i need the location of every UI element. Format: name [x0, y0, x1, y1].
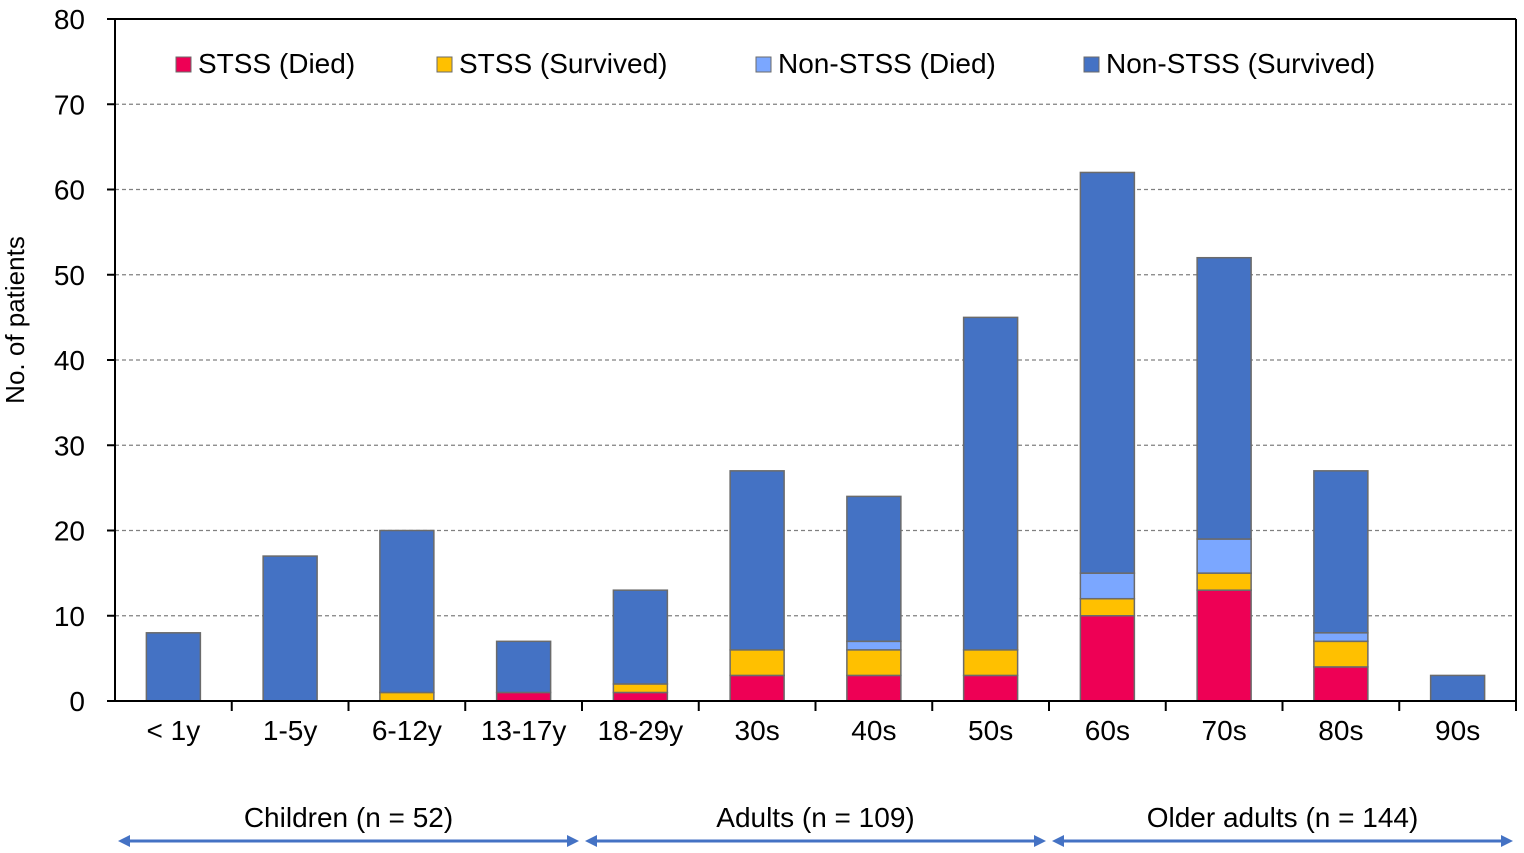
axes [107, 18, 1517, 711]
bar-segment [1429, 674, 1486, 702]
legend-item: Non-STSS (Died) [755, 48, 996, 79]
bar-segment [1313, 640, 1369, 668]
bar-segment [495, 691, 552, 702]
bar-segment [1313, 632, 1369, 643]
bar-segment [846, 674, 902, 702]
bar-segment [612, 683, 669, 694]
bar-segment [1079, 572, 1136, 600]
x-tick-label: 40s [851, 715, 896, 746]
legend: STSS (Died) STSS (Survived) Non-STSS (Died… [175, 48, 1375, 79]
bar-segment [729, 649, 785, 677]
arrow-head-left-icon [118, 835, 130, 847]
x-tick-label: 80s [1318, 715, 1363, 746]
bar-segment [962, 649, 1019, 677]
x-tick-label: 1-5y [263, 715, 317, 746]
bar-segment [145, 632, 202, 702]
y-tick-label: 0 [69, 686, 85, 717]
bar-segment [1079, 597, 1136, 617]
bar-segment [262, 555, 318, 702]
y-tick-labels: 0 10 20 30 40 50 60 70 80 [54, 4, 85, 717]
x-tick-label: 60s [1085, 715, 1130, 746]
y-tick-label: 50 [54, 260, 85, 291]
x-tick-label: < 1y [147, 715, 201, 746]
bar-segment [1196, 538, 1252, 574]
age-group: Adults (n = 109) [585, 802, 1046, 847]
bar-segment [962, 316, 1019, 651]
age-group: Older adults (n = 144) [1052, 802, 1513, 847]
bars [145, 171, 1486, 702]
bar-segment [1196, 589, 1252, 702]
y-tick-label: 20 [54, 516, 85, 547]
x-tick-label: 18-29y [598, 715, 684, 746]
bar-segment [495, 640, 552, 694]
group-label: Children (n = 52) [244, 802, 453, 833]
bar-segment [729, 470, 785, 651]
legend-label: Non-STSS (Died) [778, 48, 996, 79]
bar-segment [1079, 171, 1136, 574]
gridlines [115, 18, 1516, 617]
x-tick-label: 50s [968, 715, 1013, 746]
bar-segment [846, 640, 902, 651]
arrow-head-left-icon [585, 835, 597, 847]
y-tick-label: 60 [54, 175, 85, 206]
legend-swatch [175, 56, 192, 73]
y-tick-label: 30 [54, 430, 85, 461]
arrow-head-right-icon [1034, 835, 1046, 847]
arrow-head-right-icon [567, 835, 579, 847]
age-groups: Children (n = 52) Adults (n = 109) Older a… [118, 802, 1513, 847]
group-label: Adults (n = 109) [716, 802, 914, 833]
x-tick-label: 13-17y [481, 715, 567, 746]
bar-segment [846, 495, 902, 643]
legend-swatch [1083, 56, 1100, 73]
group-label: Older adults (n = 144) [1147, 802, 1419, 833]
legend-item: STSS (Died) [175, 48, 355, 79]
legend-label: STSS (Died) [198, 48, 355, 79]
legend-label: Non-STSS (Survived) [1106, 48, 1375, 79]
bar-segment [612, 691, 669, 702]
y-tick-label: 80 [54, 4, 85, 35]
bar-segment [379, 691, 435, 702]
x-tick-labels: < 1y 1-5y 6-12y 13-17y 18-29y 30s 40s 50s 60s 70s… [147, 715, 1481, 746]
x-tick-label: 6-12y [372, 715, 442, 746]
bar-segment [962, 674, 1019, 702]
y-tick-label: 10 [54, 601, 85, 632]
arrow-head-left-icon [1052, 835, 1064, 847]
arrow-head-right-icon [1501, 835, 1513, 847]
x-tick-label: 30s [735, 715, 780, 746]
age-group: Children (n = 52) [118, 802, 579, 847]
bar-segment [1313, 666, 1369, 702]
y-tick-label: 40 [54, 345, 85, 376]
y-tick-label: 70 [54, 89, 85, 120]
x-tick-label: 70s [1202, 715, 1247, 746]
bar-segment [1196, 572, 1252, 591]
bar-segment [729, 674, 785, 702]
legend-item: STSS (Survived) [436, 48, 668, 79]
y-axis-title: No. of patients [0, 236, 30, 404]
bar-segment [612, 589, 669, 685]
legend-swatch [755, 56, 772, 73]
bar-segment [379, 529, 435, 694]
x-tick-label: 90s [1435, 715, 1480, 746]
legend-item: Non-STSS (Survived) [1083, 48, 1375, 79]
bar-segment [1196, 256, 1252, 540]
bar-segment [1313, 470, 1369, 634]
legend-label: STSS (Survived) [459, 48, 668, 79]
legend-swatch [436, 56, 453, 73]
bar-segment [1079, 615, 1136, 702]
bar-segment [846, 649, 902, 677]
